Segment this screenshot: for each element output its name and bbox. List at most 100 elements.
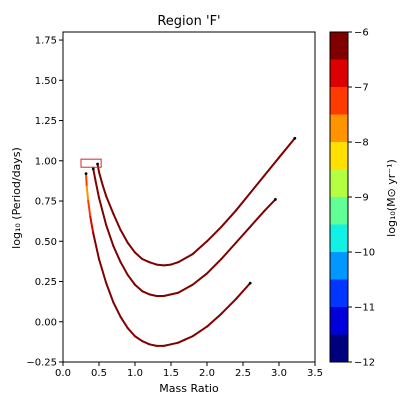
series-segment: [249, 174, 266, 194]
series-start-point: [91, 167, 95, 171]
colorbar-segment: [330, 114, 348, 142]
series-segment: [263, 198, 277, 212]
series-segment: [155, 263, 165, 267]
x-tick-label: 3.5: [307, 368, 323, 379]
series-segment: [184, 335, 194, 341]
series-segment: [220, 241, 237, 260]
y-axis-label: log₁₀ (Period/days): [10, 147, 23, 249]
y-tick-label: 1.50: [35, 76, 57, 87]
series-segment: [278, 137, 296, 159]
series-segment: [234, 282, 252, 301]
series-start-point: [84, 172, 88, 176]
series-segment: [134, 335, 144, 343]
x-tick-label: 3.0: [271, 368, 287, 379]
series-3: [96, 136, 297, 267]
series-segment: [98, 196, 108, 227]
series-segment: [206, 225, 223, 243]
colorbar-segment: [330, 59, 348, 87]
colorbar-segment: [330, 87, 348, 115]
series-segment: [105, 282, 115, 304]
series-1: [84, 172, 252, 347]
x-tick-label: 2.0: [199, 368, 215, 379]
colorbar: −12 −11 −10 −9 −8 −7 −6: [329, 28, 375, 369]
series-segment: [92, 167, 97, 182]
colorbar-segment: [330, 279, 348, 307]
x-tick-label: 0.0: [55, 368, 71, 379]
series-segment: [85, 185, 90, 203]
series-end-point: [274, 198, 277, 201]
series-segment: [92, 232, 100, 260]
series-segment: [85, 172, 88, 188]
x-tick-label: 0.5: [91, 368, 107, 379]
series-segment: [134, 283, 144, 293]
y-tick-label: 0.50: [35, 237, 57, 248]
series-segment: [105, 195, 115, 215]
colorbar-segment: [330, 32, 348, 60]
y-tick-label: 1.25: [35, 116, 57, 127]
x-tick-label: 1.0: [127, 368, 143, 379]
series-segment: [177, 338, 187, 344]
colorbar-segment: [330, 142, 348, 170]
colorbar-segment: [330, 334, 348, 362]
colorbar-tick-label: −6: [354, 28, 369, 39]
series-segment: [170, 261, 180, 266]
y-tick-label: −0.25: [26, 358, 57, 369]
series-segment: [126, 327, 136, 338]
series-end-point: [293, 136, 297, 140]
series-segment: [177, 253, 194, 264]
series-segment: [162, 263, 172, 267]
colorbar-tick-label: −11: [354, 303, 375, 314]
series-segment: [263, 156, 280, 177]
series-segment: [220, 209, 237, 228]
colorbar-segment: [330, 307, 348, 335]
colorbar-segment: [330, 169, 348, 197]
series-segment: [148, 343, 158, 347]
series-segment: [191, 272, 208, 286]
series-segment: [141, 290, 151, 296]
series-segment: [87, 200, 92, 219]
colorbar-segment: [330, 197, 348, 225]
series-segment: [119, 315, 129, 330]
colorbar-tick-label: −10: [354, 248, 375, 259]
series-end-point: [248, 281, 252, 285]
series-segment: [148, 261, 158, 266]
series-segment: [134, 251, 144, 260]
x-tick-label: 2.5: [235, 368, 251, 379]
series-segment: [170, 341, 180, 346]
series-segment: [112, 301, 122, 318]
series-segment: [206, 257, 223, 275]
series-segment: [170, 291, 180, 296]
series-segment: [162, 293, 172, 297]
colorbar-tick-label: −8: [354, 138, 369, 149]
colorbar-tick-label: −7: [354, 83, 369, 94]
series-segment: [98, 257, 108, 285]
series-segment: [112, 245, 122, 264]
series-segment: [162, 343, 172, 347]
plot-area: 0.0 0.5 1.0 1.5 2.0 2.5 3.0 3.5 −0.25 0.00 0.25 0.5…: [26, 31, 323, 379]
series-segment: [198, 325, 208, 333]
chart-title: Region 'F': [157, 14, 220, 29]
y-tick-label: 1.00: [35, 156, 57, 167]
colorbar-segment: [330, 252, 348, 280]
y-tick-label: 0.00: [35, 317, 57, 328]
series-segment: [141, 257, 151, 264]
series-segment: [112, 212, 122, 231]
series-segment: [119, 229, 129, 244]
series-segment: [191, 240, 208, 256]
x-tick-label: 1.5: [163, 368, 179, 379]
series-segment: [101, 183, 108, 198]
series-start-point: [96, 162, 99, 166]
series-segment: [126, 274, 136, 286]
colorbar-tick-label: −9: [354, 193, 369, 204]
colorbar-label: log₁₀(M⊙ yr⁻¹): [385, 159, 398, 237]
series-segment: [105, 224, 115, 248]
series-segment: [220, 298, 237, 315]
series-segment: [148, 293, 158, 297]
series-segment: [191, 330, 201, 338]
series-segment: [89, 216, 95, 235]
x-axis-label: Mass Ratio: [159, 382, 219, 395]
series-segment: [206, 312, 223, 328]
plot-frame: [62, 31, 316, 363]
series-segment: [98, 171, 104, 186]
